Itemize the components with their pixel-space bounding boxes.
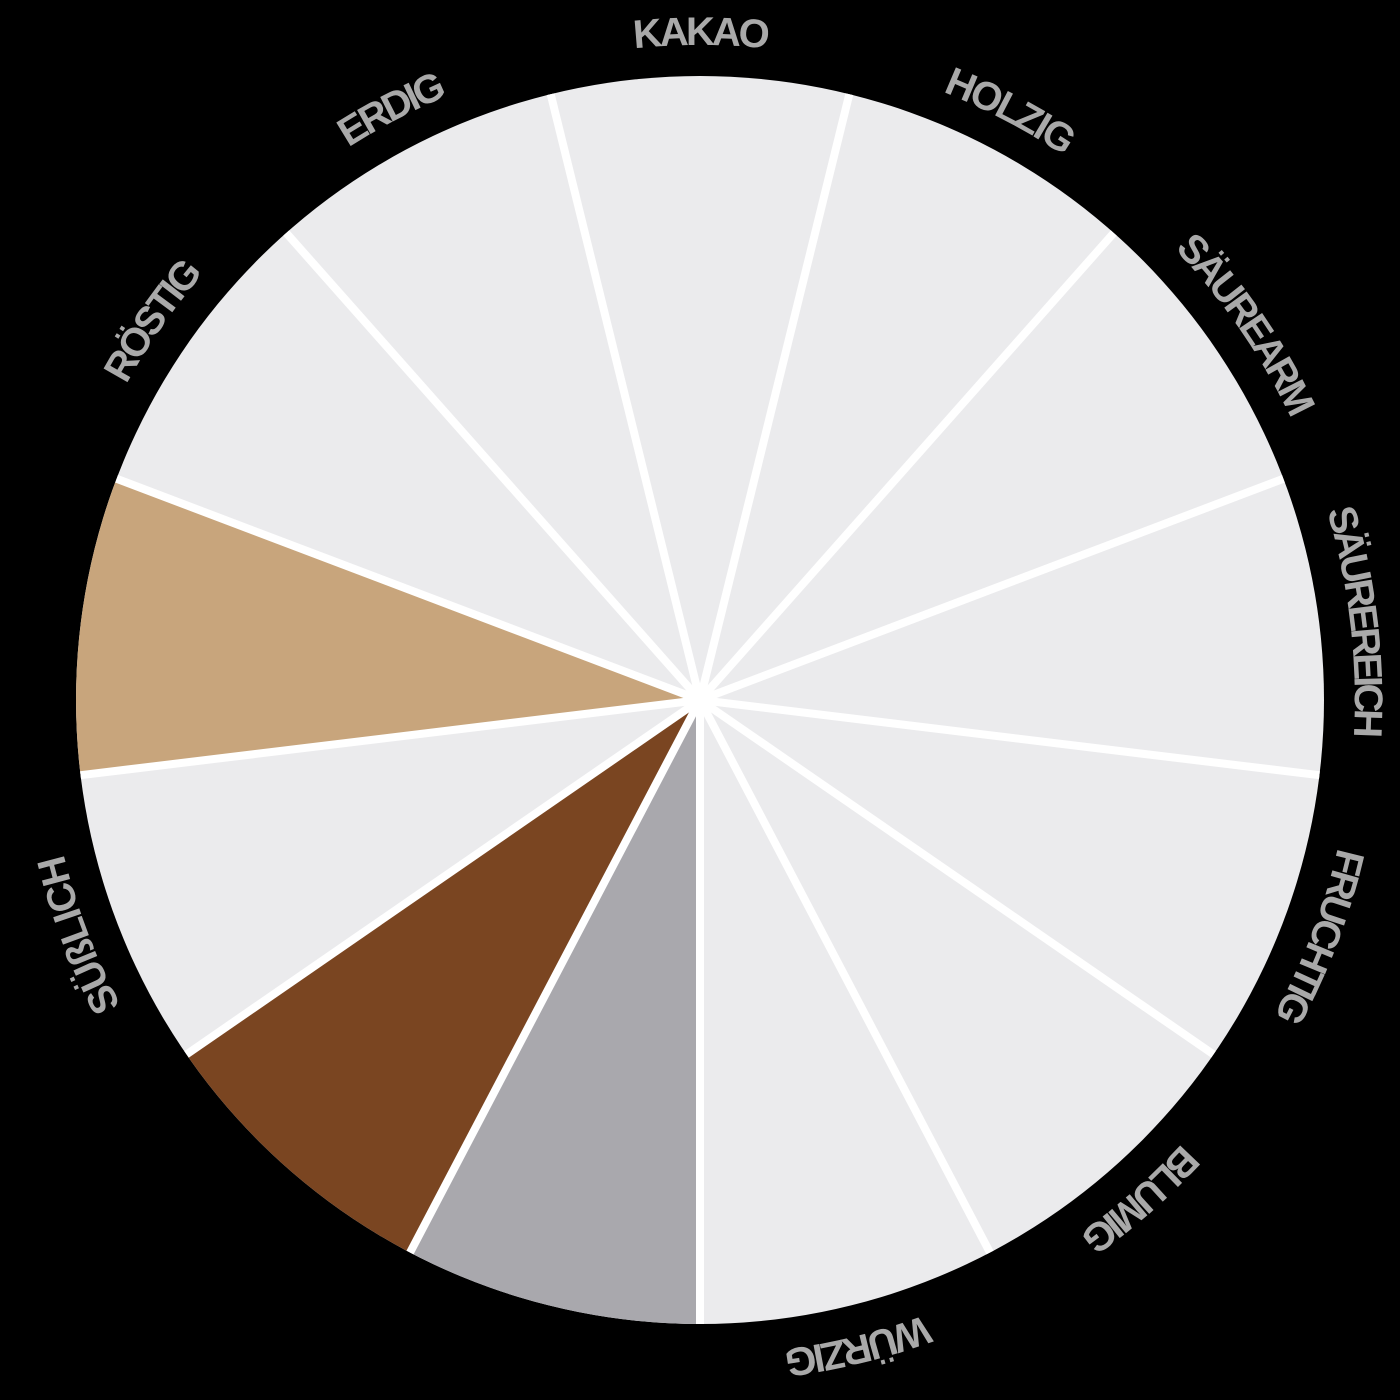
- svg-text:KAKAO: KAKAO: [631, 10, 770, 57]
